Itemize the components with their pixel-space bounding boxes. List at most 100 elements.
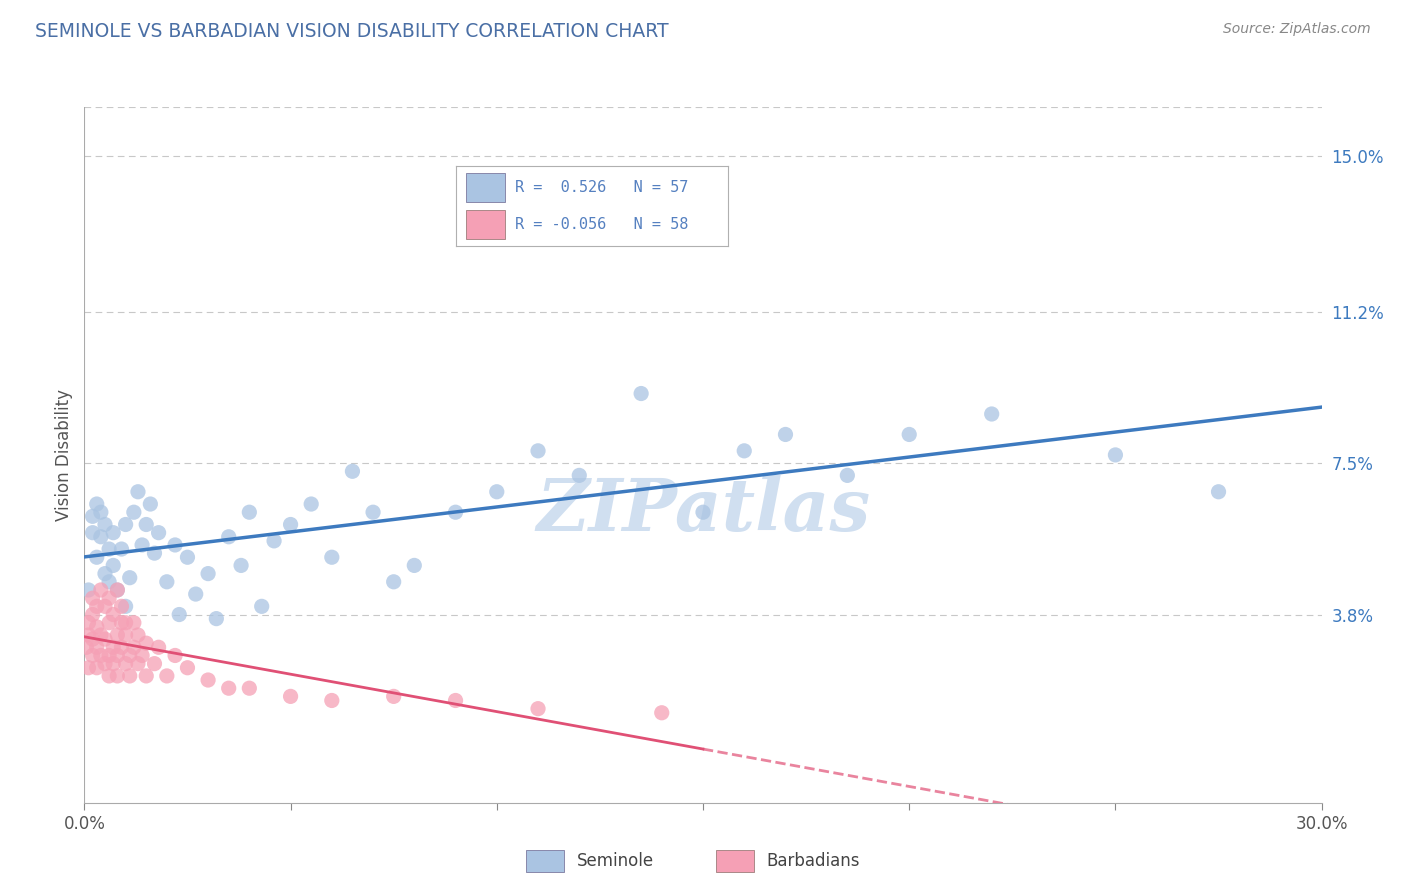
Point [94,517,117,532]
Text: Seminole: Seminole [576,852,654,870]
Bar [467,211,505,239]
Point [630,386,652,401]
Point [143,546,166,560]
Point [143,657,166,671]
Point [94,599,117,614]
Point [77,628,100,642]
Point [90,530,112,544]
Point [280,690,302,704]
Point [122,615,145,630]
Point [135,636,157,650]
Point [103,525,125,540]
Point [98,591,121,606]
Point [90,505,112,519]
Point [176,550,198,565]
Point [86,661,108,675]
Point [105,582,128,597]
Point [105,628,128,642]
Bar [716,849,754,872]
Text: Source: ZipAtlas.com: Source: ZipAtlas.com [1223,22,1371,37]
Point [114,628,136,642]
Text: R = -0.056   N = 58: R = -0.056 N = 58 [516,217,689,232]
Point [135,517,157,532]
Point [692,505,714,519]
Point [90,628,112,642]
Point [156,574,179,589]
Point [94,566,117,581]
Point [98,615,121,630]
Point [568,468,591,483]
Point [86,599,108,614]
Point [229,558,252,573]
Point [361,505,384,519]
Point [382,574,405,589]
Point [90,648,112,663]
Point [86,620,108,634]
Point [110,615,132,630]
Point [197,673,219,687]
Point [321,550,343,565]
Point [118,669,141,683]
Point [127,484,149,499]
Point [238,681,260,696]
Point [280,517,302,532]
Point [82,648,104,663]
Point [98,669,121,683]
Point [485,484,508,499]
Bar [526,849,564,872]
Point [218,530,240,544]
Point [86,497,108,511]
Point [404,558,426,573]
Point [898,427,921,442]
Point [82,607,104,622]
Point [156,669,179,683]
Point [82,591,104,606]
Point [127,628,149,642]
Point [197,566,219,581]
Point [98,648,121,663]
Point [148,525,170,540]
Point [218,681,240,696]
Point [263,533,285,548]
Point [110,542,132,557]
Point [82,632,104,646]
Point [103,558,125,573]
Point [651,706,673,720]
Text: ZIPatlas: ZIPatlas [536,475,870,546]
Point [342,464,364,478]
Point [110,599,132,614]
Point [122,640,145,655]
Point [299,497,322,511]
Point [114,615,136,630]
Point [127,657,149,671]
Point [86,640,108,655]
Point [77,582,100,597]
Point [90,582,112,597]
Text: SEMINOLE VS BARBADIAN VISION DISABILITY CORRELATION CHART: SEMINOLE VS BARBADIAN VISION DISABILITY … [35,22,669,41]
Text: R =  0.526   N = 57: R = 0.526 N = 57 [516,180,689,195]
Point [122,505,145,519]
Point [98,574,121,589]
Point [444,505,467,519]
Point [131,538,153,552]
Point [382,690,405,704]
Bar [467,173,505,202]
Point [527,701,550,715]
Point [82,525,104,540]
Point [184,587,207,601]
Point [118,648,141,663]
Point [114,599,136,614]
Point [103,640,125,655]
Point [94,632,117,646]
Point [114,657,136,671]
Point [103,607,125,622]
Point [75,640,97,655]
Point [527,443,550,458]
Point [165,538,187,552]
Point [1104,448,1126,462]
Point [176,661,198,675]
Point [205,612,228,626]
Point [98,542,121,557]
Point [733,443,755,458]
Point [148,640,170,655]
